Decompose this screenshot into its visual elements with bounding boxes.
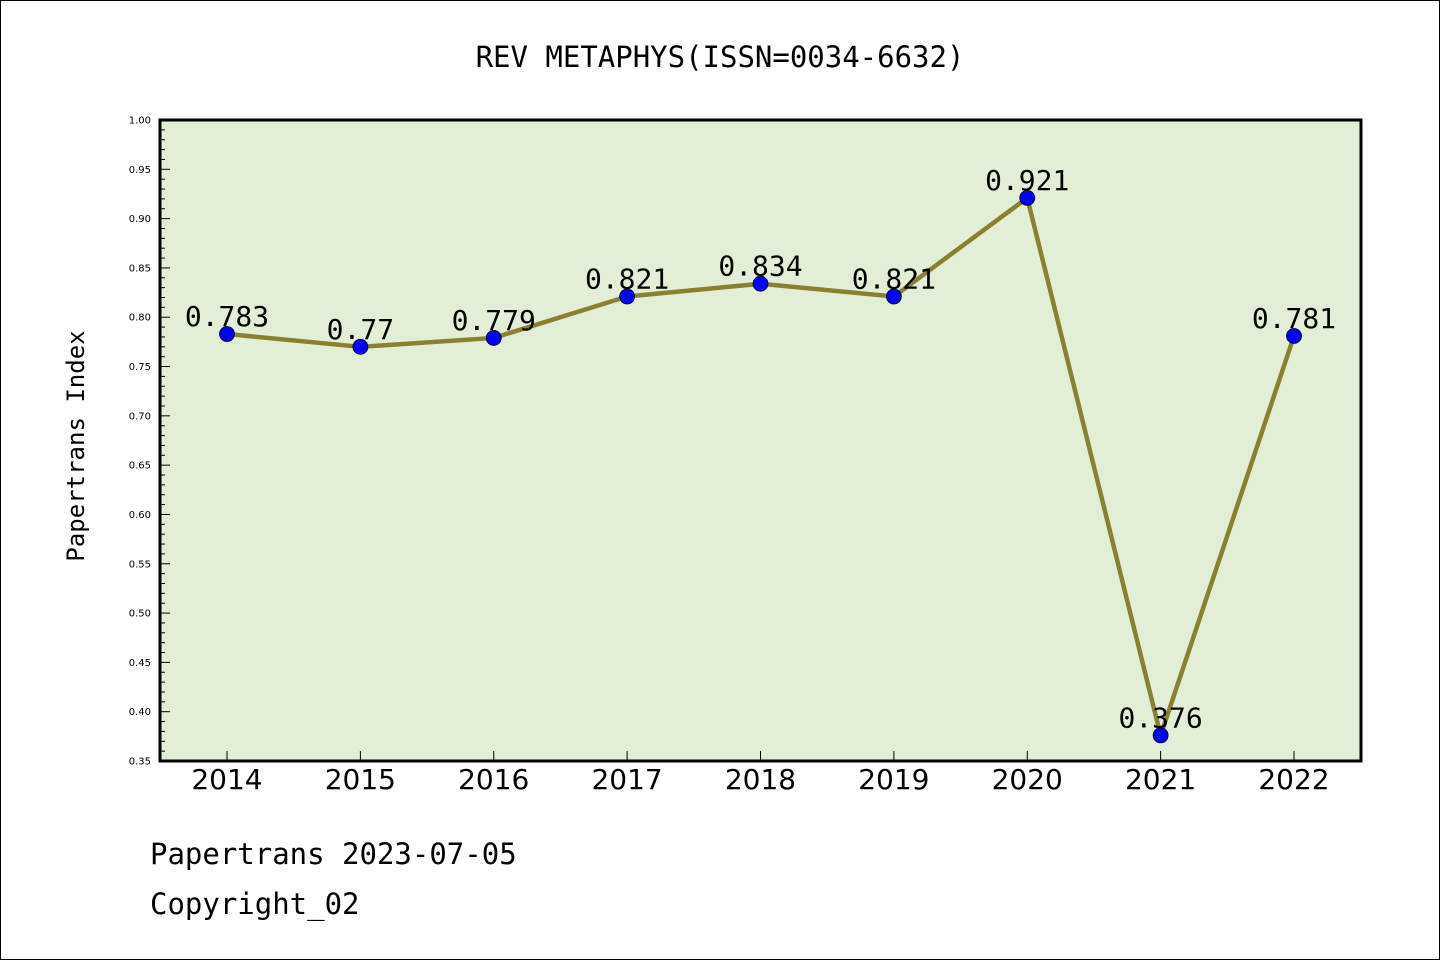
data-point <box>485 330 502 346</box>
data-point <box>1019 190 1036 206</box>
y-tick-label: 0.85 <box>129 263 151 274</box>
data-label: 0.779 <box>452 304 536 337</box>
x-tick-label: 2019 <box>858 763 929 796</box>
data-point <box>619 288 636 305</box>
y-tick-label: 0.90 <box>129 214 151 225</box>
x-tick-label: 2020 <box>992 763 1063 796</box>
x-tick-label: 2022 <box>1258 763 1329 796</box>
data-label: 0.781 <box>1252 302 1336 335</box>
data-point <box>1286 328 1302 344</box>
data-label: 0.821 <box>852 263 936 296</box>
data-label: 0.821 <box>585 263 669 296</box>
y-tick-label: 0.65 <box>129 461 151 472</box>
plot-area <box>158 118 1363 763</box>
y-tick-label: 0.95 <box>129 165 151 176</box>
data-markers <box>219 190 1302 744</box>
footer-copyright: Copyright_02 <box>150 887 360 922</box>
x-tick-label: 2018 <box>725 763 796 796</box>
y-tick-label: 0.45 <box>129 658 151 669</box>
data-point <box>219 326 235 342</box>
data-label: 0.921 <box>985 164 1069 197</box>
data-point <box>352 338 369 355</box>
x-tick-label: 2021 <box>1125 763 1196 796</box>
data-label: 0.783 <box>185 300 269 333</box>
x-tick-label: 2014 <box>191 763 262 796</box>
x-tick-label: 2016 <box>458 763 529 796</box>
y-tick-label: 0.60 <box>129 510 151 521</box>
data-labels: 0.783 0.77 0.779 0.821 0.834 0.821 0.921 0.376 0… <box>185 164 1336 734</box>
data-point <box>885 288 902 305</box>
data-label: 0.77 <box>327 313 394 346</box>
y-tick-label: 0.55 <box>129 559 151 570</box>
chart-title: REV METAPHYS(ISSN=0034-6632) <box>476 40 965 74</box>
y-tick-label: 1.00 <box>129 116 151 127</box>
x-tick-label: 2017 <box>591 763 662 796</box>
x-tick-label: 2015 <box>325 763 396 796</box>
y-axis-ticks: 0.35 0.40 0.45 0.50 0.55 0.60 0.65 0.70 0.75 0.80… <box>129 116 170 768</box>
y-tick-label: 0.70 <box>129 411 151 422</box>
y-axis-label: Papertrans Index <box>62 330 90 561</box>
footer-date: Papertrans 2023-07-05 <box>150 837 517 871</box>
y-tick-label: 0.80 <box>129 313 151 324</box>
y-tick-label: 0.40 <box>129 707 151 718</box>
data-label: 0.834 <box>718 250 802 283</box>
data-point <box>1152 727 1169 744</box>
x-axis-ticks: 2014 2015 2016 2017 2018 2019 2020 2021 2022 <box>191 751 1330 796</box>
data-label: 0.376 <box>1118 701 1202 734</box>
data-point <box>752 275 769 292</box>
y-tick-label: 0.50 <box>129 609 151 620</box>
y-tick-label: 0.75 <box>129 362 151 373</box>
y-tick-label: 0.35 <box>129 757 151 768</box>
